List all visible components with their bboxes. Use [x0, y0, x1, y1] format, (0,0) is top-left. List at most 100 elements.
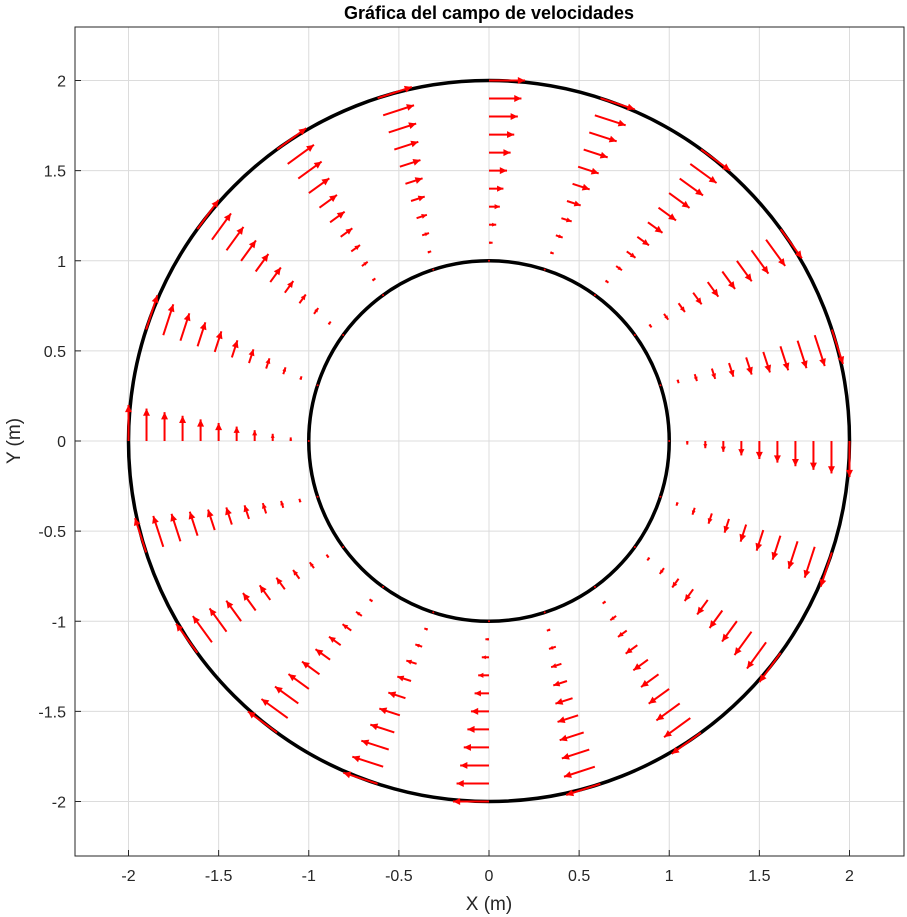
arrow-head [408, 122, 417, 130]
arrow-head [197, 419, 205, 427]
x-tick-labels: -2 -1.5 -1 -0.5 0 0.5 1 1.5 2 [121, 850, 854, 885]
arrow-head [697, 606, 705, 615]
arrow-head [625, 647, 633, 654]
velocity-arrow [355, 610, 363, 617]
arrow-head [261, 698, 270, 707]
velocity-arrow [280, 500, 285, 509]
velocity-arrow [289, 437, 293, 441]
arrow-head [659, 569, 664, 574]
velocity-arrow [485, 637, 489, 641]
velocity-arrow [615, 265, 623, 272]
arrow-head [211, 199, 219, 208]
velocity-arrow [254, 253, 270, 273]
velocity-arrow [225, 226, 245, 251]
velocity-arrow [270, 433, 275, 441]
arrow-head [298, 128, 307, 136]
velocity-arrow [771, 535, 782, 560]
velocity-arrow [145, 295, 159, 330]
arrow-head [388, 691, 397, 699]
velocity-arrow [710, 368, 717, 380]
arrow-head [707, 517, 713, 524]
velocity-arrow [488, 620, 490, 623]
arrow-head [503, 149, 511, 157]
arrow-head [517, 77, 526, 84]
arrow-head [553, 680, 561, 687]
arrow-head [809, 462, 817, 470]
velocity-arrow [298, 498, 302, 503]
arrow-head [183, 313, 191, 322]
arrow-head [414, 177, 423, 184]
velocity-arrow [489, 222, 497, 227]
velocity-arrow [646, 556, 651, 562]
velocity-arrow [655, 702, 681, 722]
arrow-head [460, 761, 468, 769]
y-tick-label: -0.5 [38, 524, 66, 541]
velocity-arrow [382, 294, 385, 297]
velocity-arrow [543, 268, 546, 271]
arrow-head [314, 308, 319, 313]
velocity-arrow [405, 659, 417, 665]
arrow-head [170, 513, 178, 522]
velocity-arrow [489, 131, 515, 139]
arrow-head [746, 660, 755, 669]
velocity-arrow [215, 422, 223, 441]
arrow-head [242, 593, 251, 601]
velocity-arrow [378, 707, 401, 717]
y-axis-label: Y (m) [4, 418, 25, 464]
x-tick-label: 0.5 [568, 868, 590, 885]
arrow-head [827, 466, 835, 474]
velocity-arrow [162, 304, 175, 336]
arrow-head [424, 628, 428, 631]
velocity-arrow [125, 404, 132, 441]
arrow-head [452, 798, 461, 805]
velocity-arrow [399, 158, 421, 168]
velocity-arrow [316, 495, 319, 498]
velocity-arrow [478, 672, 489, 678]
arrow-head [274, 686, 283, 694]
arrow-head [261, 253, 269, 262]
arrow-head [179, 415, 187, 423]
arrow-head [321, 178, 330, 186]
arrow-head [243, 505, 250, 513]
chart-title: Gráfica del campo de velocidades [344, 3, 634, 23]
velocity-arrow [179, 415, 187, 441]
arrow-head [791, 459, 799, 467]
y-tick-label: 2 [57, 74, 66, 91]
velocity-arrow [175, 623, 199, 654]
y-tick-label: 1 [57, 254, 66, 271]
velocity-arrow [668, 440, 671, 442]
velocity-arrow [179, 313, 191, 342]
arrow-head [276, 577, 283, 585]
velocity-arrow [368, 598, 374, 603]
arrow-head [280, 500, 285, 506]
arrow-head [262, 503, 267, 509]
arrow-head [727, 281, 736, 289]
arrow-head [778, 258, 786, 266]
velocity-arrow [548, 645, 557, 650]
arrow-dot [432, 611, 435, 614]
velocity-arrow [284, 280, 295, 294]
velocity-arrow [240, 239, 257, 262]
arrow-head [573, 200, 581, 207]
velocity-arrow [329, 210, 346, 224]
velocity-arrow [276, 127, 307, 151]
velocity-arrow [143, 408, 151, 441]
velocity-arrow [736, 260, 753, 282]
arrow-head [403, 85, 412, 93]
arrow-head [176, 623, 184, 632]
arrow-head [709, 620, 717, 629]
velocity-arrow [489, 149, 511, 157]
velocity-arrow [463, 743, 489, 751]
velocity-arrow [274, 685, 299, 705]
arrow-head [481, 655, 486, 660]
velocity-arrow [708, 609, 724, 629]
velocity-arrows [125, 77, 853, 805]
arrow-head [233, 426, 240, 433]
arrow-head [412, 158, 421, 166]
arrow-dot [543, 611, 546, 614]
velocity-arrow [659, 495, 662, 498]
velocity-arrow [563, 765, 596, 778]
arrow-head [369, 599, 373, 603]
velocity-arrow [208, 607, 228, 633]
velocity-arrow [414, 643, 423, 648]
